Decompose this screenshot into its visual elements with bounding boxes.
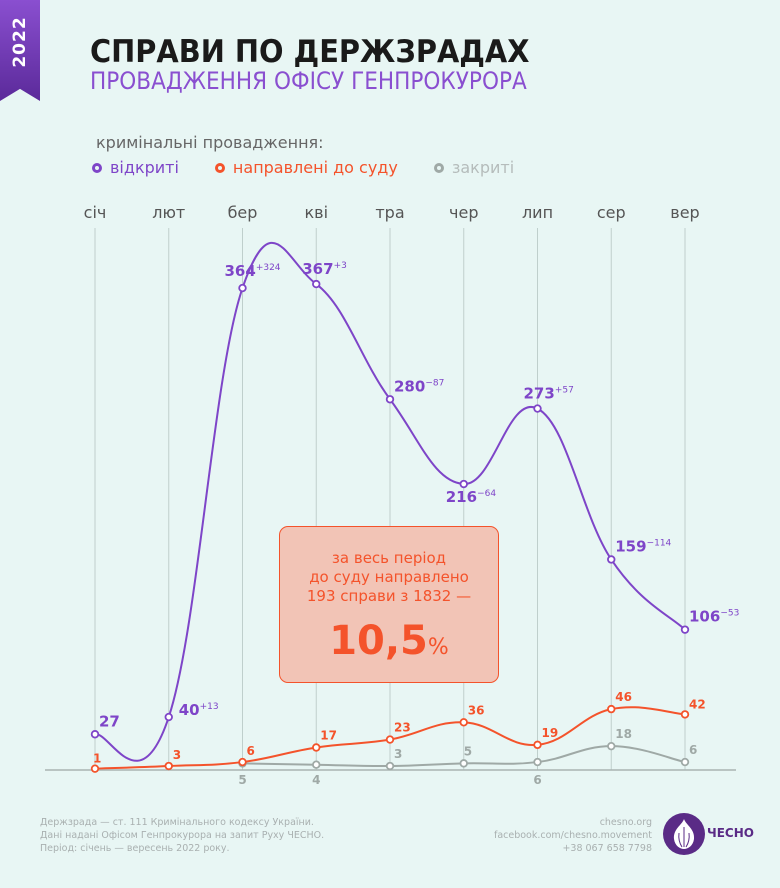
change-label: −53	[720, 609, 739, 619]
footer-note: Період: січень — вересень 2022 року.	[40, 843, 230, 854]
data-label: 4	[312, 773, 320, 787]
legend: відкриті направлені до суду закриті	[92, 158, 514, 177]
page-title: СПРАВИ ПО ДЕРЖЗРАДАХ	[90, 34, 530, 70]
data-label: 18	[615, 727, 632, 741]
callout-percentage: 10,5%	[280, 618, 498, 664]
data-label: 6	[533, 773, 541, 787]
data-label: 273+57	[524, 385, 574, 403]
facebook-link[interactable]: facebook.com/chesno.movement	[493, 830, 652, 841]
change-label: +13	[200, 702, 219, 712]
change-label: +324	[256, 263, 281, 273]
callout-line: 193 справи з 1832 —	[306, 587, 472, 605]
callout-unit: %	[427, 635, 449, 660]
data-label: 19	[542, 726, 559, 740]
data-point	[459, 479, 468, 489]
legend-title: кримінальні провадження:	[96, 133, 324, 152]
x-tick-label: сер	[597, 203, 626, 222]
data-label: 42	[689, 697, 706, 711]
data-point	[607, 741, 616, 751]
data-label: 6	[247, 744, 255, 758]
data-label: 17	[320, 728, 337, 742]
x-tick-label: бер	[228, 203, 258, 222]
footer-contacts: chesno.org facebook.com/chesno.movement …	[494, 816, 652, 855]
data-point	[312, 279, 321, 289]
x-tick-label: лип	[522, 203, 553, 222]
x-tick-label: тра	[375, 203, 404, 222]
callout-line: до суду направлено	[309, 568, 469, 586]
change-label: +3	[334, 261, 347, 271]
data-point	[385, 395, 395, 404]
page-subtitle: ПРОВАДЖЕННЯ ОФІСУ ГЕНПРОКУРОРА	[90, 67, 527, 95]
data-label: 23	[394, 721, 411, 735]
garlic-logo-icon	[663, 813, 705, 855]
data-label: 1	[93, 752, 101, 766]
change-label: −114	[647, 538, 672, 548]
x-tick-label: кві	[304, 203, 328, 222]
data-label: 5	[464, 744, 472, 758]
change-label: −87	[425, 378, 444, 388]
closed-marker-icon	[433, 162, 444, 173]
change-label: +57	[555, 386, 574, 396]
data-label: 6	[689, 743, 697, 757]
data-label: 280−87	[394, 377, 444, 395]
data-point	[680, 757, 690, 767]
x-tick-label: вер	[670, 203, 699, 222]
data-label: 36	[468, 703, 485, 717]
data-label: 367+3	[302, 260, 347, 278]
legend-item-sent: направлені до суду	[214, 158, 398, 177]
data-label: 364+324	[225, 262, 281, 280]
footer-note: Держзрада — ст. 111 Кримінального кодекс…	[40, 817, 314, 828]
x-tick-label: січ	[84, 203, 107, 222]
sent-marker-icon	[214, 162, 225, 173]
data-point	[312, 760, 321, 769]
data-point	[533, 757, 542, 767]
data-label: 3	[394, 747, 402, 761]
summary-callout: за весь період до суду направлено 193 спра…	[279, 526, 499, 683]
data-point	[238, 757, 247, 767]
opened-marker-icon	[92, 162, 102, 173]
data-point	[312, 743, 321, 752]
data-label: 3	[173, 748, 181, 762]
data-label: 5	[238, 773, 246, 787]
data-point	[680, 625, 690, 634]
data-point	[385, 735, 395, 744]
data-label: 46	[615, 690, 632, 704]
data-point	[459, 759, 468, 768]
footer-notes: Держзрада — ст. 111 Кримінального кодекс…	[40, 816, 324, 855]
logo-text: ЧЕСНО	[707, 826, 754, 840]
data-point	[164, 761, 173, 771]
data-point	[533, 740, 542, 750]
legend-label: направлені до суду	[232, 158, 398, 177]
data-label: 40+13	[179, 701, 219, 719]
callout-value: 10,5	[329, 618, 428, 664]
series-line-opened	[94, 242, 686, 762]
data-point	[607, 704, 616, 714]
data-point	[459, 718, 468, 727]
data-label: 159−114	[615, 537, 671, 555]
data-label: 27	[99, 712, 120, 730]
data-point	[607, 555, 616, 564]
year-ribbon: 2022	[0, 0, 40, 101]
data-label: 216−64	[446, 488, 497, 506]
x-tick-label: чер	[449, 203, 478, 222]
data-point	[90, 764, 100, 773]
change-label: −64	[477, 489, 496, 499]
data-label: 106−53	[689, 608, 739, 626]
footer-note: Дані надані Офісом Генпрокурора на запит…	[40, 830, 325, 841]
callout-line: за весь період	[331, 549, 447, 567]
legend-label: закриті	[451, 158, 515, 177]
data-point	[238, 283, 247, 293]
phone-number: +38 067 658 7798	[562, 843, 652, 854]
website-link[interactable]: chesno.org	[599, 817, 652, 828]
data-point	[533, 404, 542, 413]
data-point	[680, 710, 690, 719]
legend-item-opened: відкриті	[92, 158, 179, 177]
legend-label: відкриті	[110, 158, 179, 177]
legend-item-closed: закриті	[433, 158, 515, 177]
data-point	[385, 761, 395, 771]
data-point	[164, 712, 173, 722]
x-tick-label: лют	[152, 203, 185, 222]
data-point	[90, 730, 100, 739]
